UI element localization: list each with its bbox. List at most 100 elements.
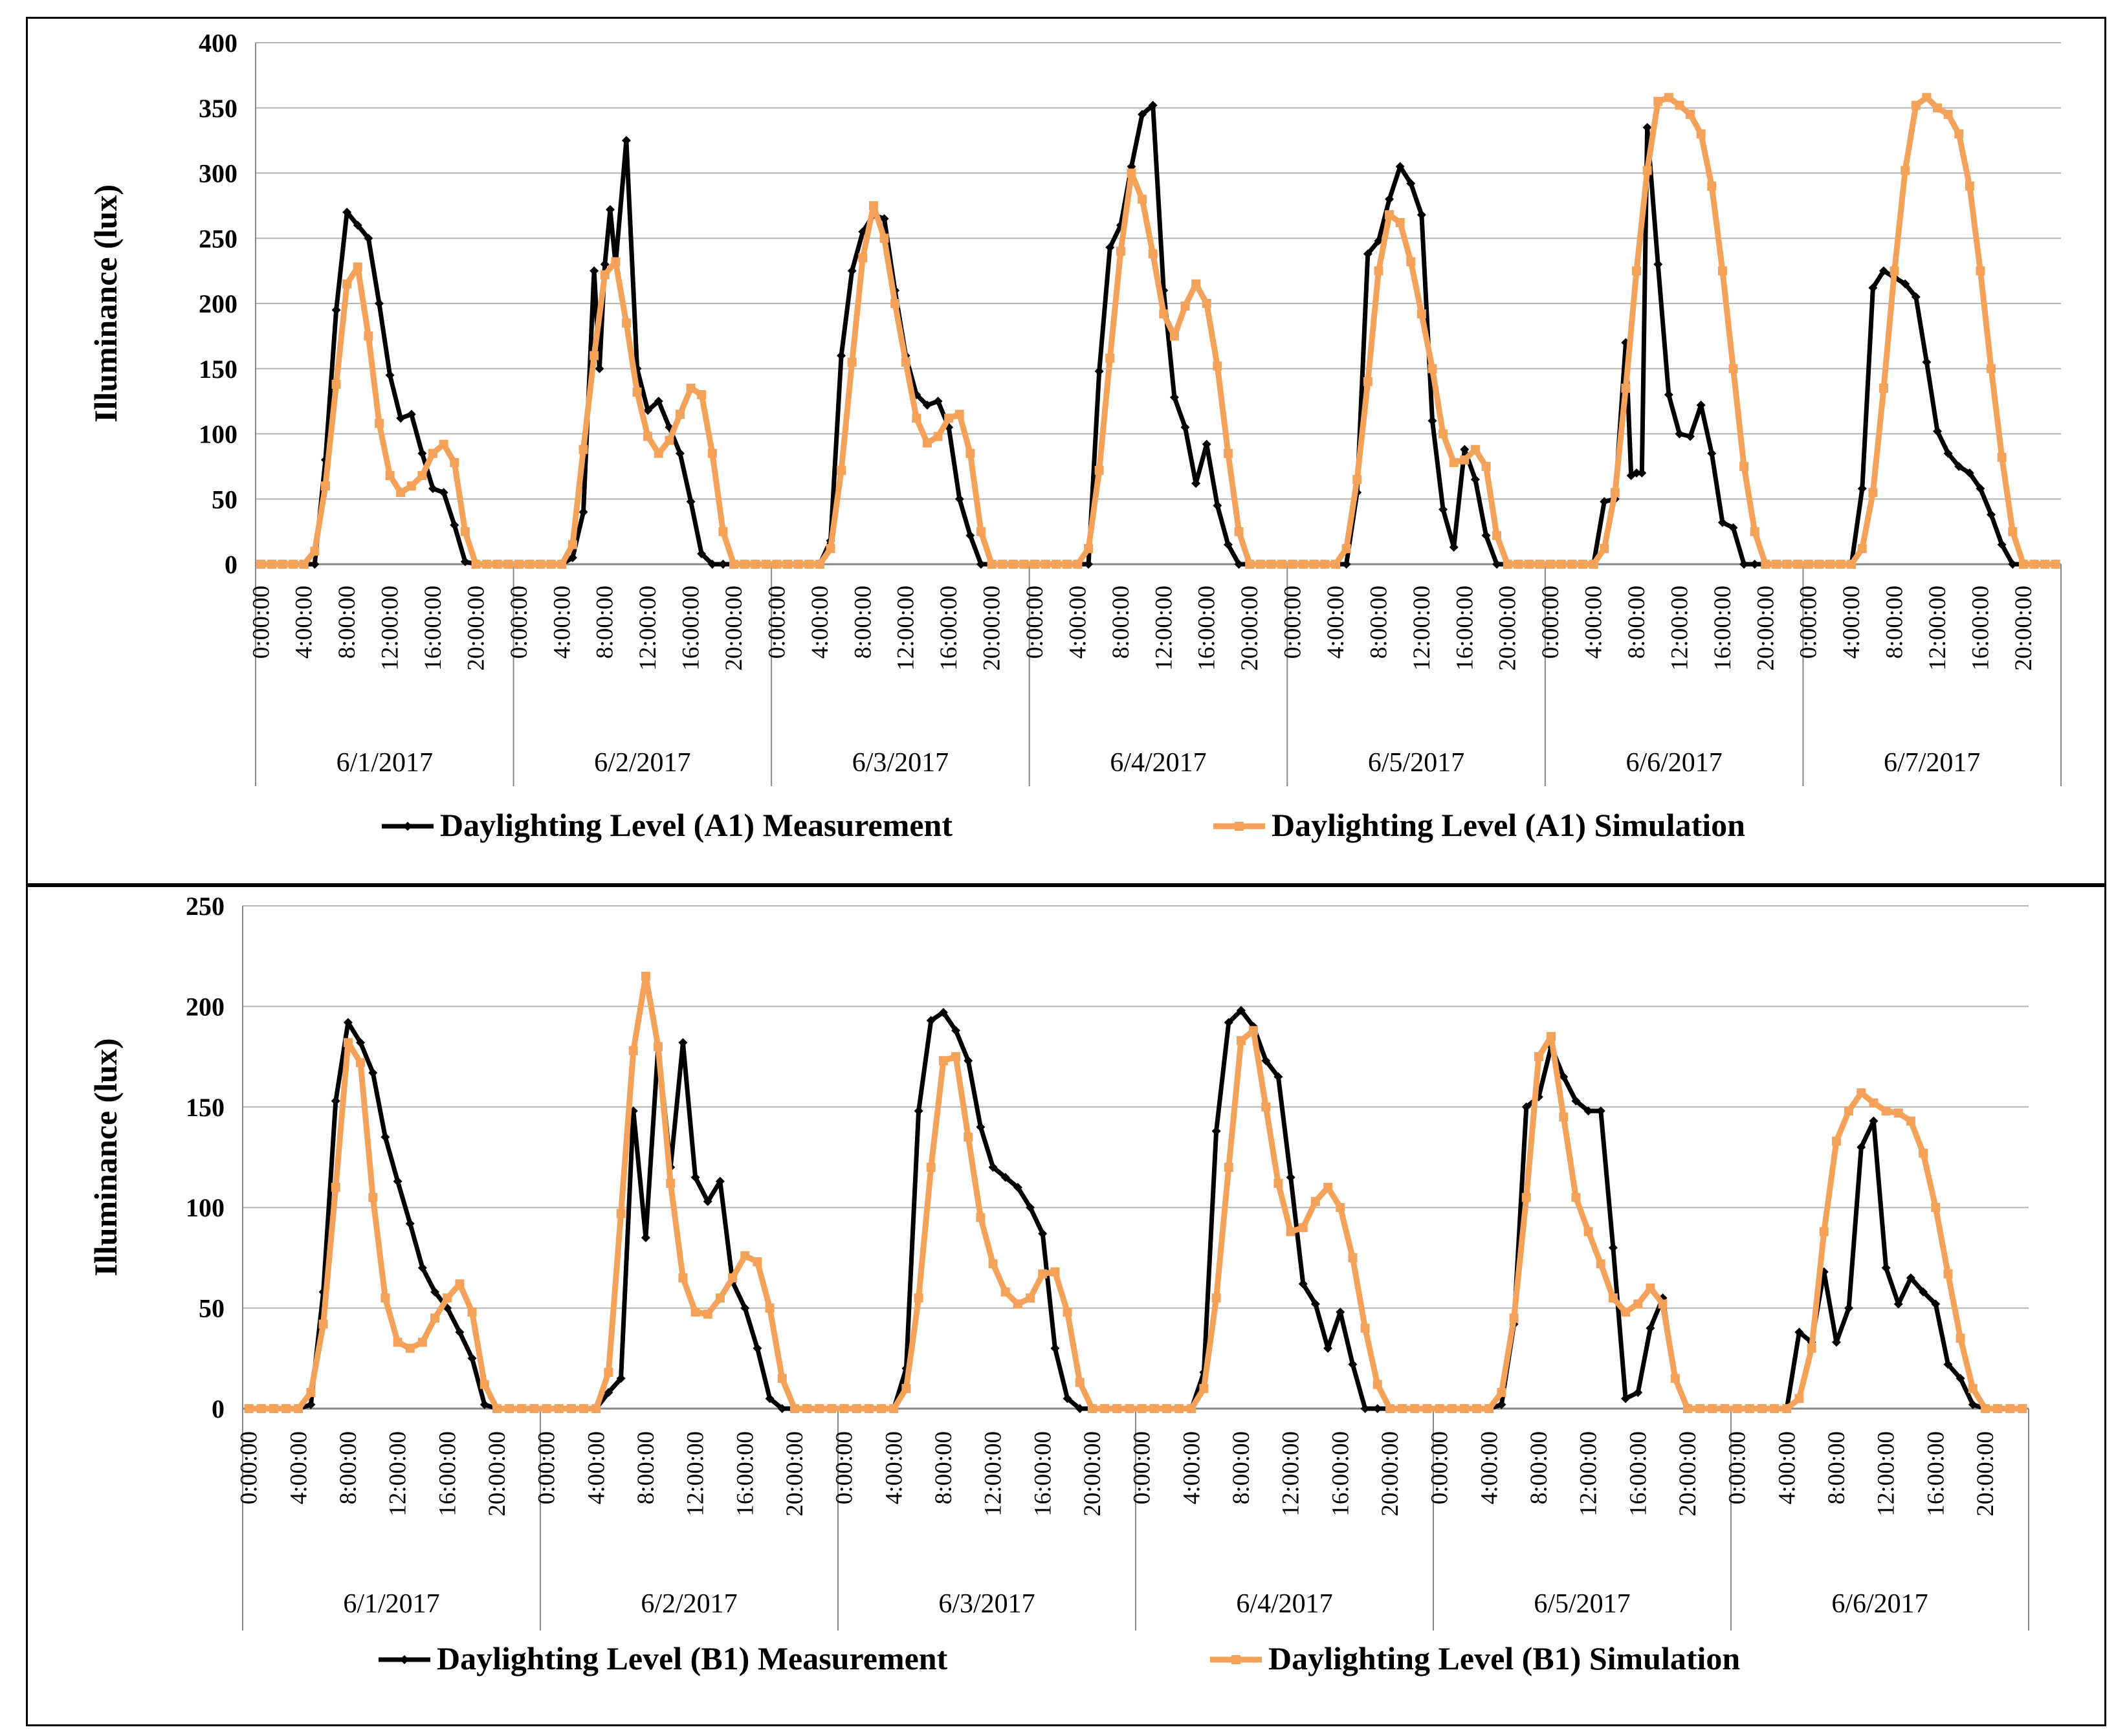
- b1-y-tick-label: 150: [186, 1093, 225, 1122]
- a1-data-point: [1696, 129, 1706, 139]
- b1-x-tick-label: 20:00:00: [782, 1431, 808, 1517]
- b1-data-point: [964, 1056, 973, 1066]
- b1-data-point: [616, 1209, 626, 1218]
- b1-x-tick-label: 0:00:00: [1427, 1431, 1453, 1504]
- a1-date-label: 6/1/2017: [336, 748, 433, 778]
- a1-data-point: [1395, 162, 1405, 171]
- b1-data-point: [1000, 1287, 1010, 1297]
- b1-data-point: [1038, 1229, 1048, 1238]
- b1-data-point: [678, 1038, 688, 1048]
- a1-data-point: [1460, 445, 1470, 454]
- b1-data-point: [604, 1388, 613, 1398]
- a1-data-point: [331, 305, 341, 315]
- b1-data-point: [1720, 1404, 1730, 1413]
- a1-series-line: [261, 103, 2056, 567]
- b1-x-tick-label: 12:00:00: [1278, 1431, 1305, 1517]
- a1-data-point: [1997, 540, 2007, 549]
- a1-x-tick-label: 4:00:00: [549, 586, 575, 659]
- a1-y-tick-label: 350: [199, 94, 237, 123]
- b1-y-tick-label: 200: [186, 992, 225, 1021]
- b1-data-point: [1187, 1404, 1196, 1413]
- a1-data-point: [1094, 366, 1104, 376]
- b1-data-point: [938, 1007, 948, 1017]
- b1-data-point: [1583, 1227, 1593, 1236]
- b1-date-label: 6/2/2017: [641, 1589, 737, 1619]
- a1-data-point: [621, 318, 631, 328]
- a1-data-point: [1503, 560, 1512, 569]
- b1-data-point: [1881, 1106, 1891, 1116]
- b1-data-point: [666, 1178, 676, 1188]
- a1-data-point: [1202, 439, 1211, 449]
- a1-data-point: [944, 413, 954, 423]
- b1-data-point: [926, 1016, 936, 1026]
- b1-data-point: [777, 1404, 787, 1413]
- a1-data-point: [1965, 468, 1974, 478]
- b1-data-point: [343, 1018, 353, 1027]
- b1-x-tick-label: 0:00:00: [832, 1431, 858, 1504]
- a1-data-point: [1213, 361, 1222, 371]
- a1-data-point: [590, 266, 599, 276]
- b1-x-tick-label: 4:00:00: [285, 1431, 312, 1504]
- a1-data-point: [879, 214, 889, 224]
- a1-data-point: [460, 527, 470, 536]
- b1-data-point: [678, 1273, 688, 1282]
- b1-data-point: [1075, 1378, 1085, 1387]
- a1-data-point: [1696, 401, 1706, 410]
- a1-data-point: [1890, 266, 1899, 276]
- b1-data-point: [1323, 1183, 1333, 1192]
- a1-data-point: [1062, 560, 1072, 569]
- a1-data-point: [1782, 560, 1792, 569]
- b1-data-point: [1000, 1172, 1010, 1182]
- b1-data-point: [1956, 1334, 1965, 1343]
- a1-data-point: [976, 527, 986, 536]
- a1-data-point: [1234, 560, 1244, 569]
- a1-data-point: [1803, 560, 1813, 569]
- b1-data-point: [1509, 1313, 1519, 1323]
- a1-x-tick-label: 0:00:00: [764, 586, 790, 659]
- a1-data-point: [320, 481, 330, 491]
- b1-x-tick-label: 16:00:00: [1030, 1431, 1056, 1517]
- b1-data-point: [1261, 1102, 1271, 1112]
- a1-data-point: [1416, 210, 1426, 219]
- a1-data-point: [965, 531, 975, 540]
- a1-data-point: [482, 560, 492, 569]
- b1-data-point: [1149, 1404, 1159, 1413]
- b1-data-point: [591, 1404, 601, 1413]
- a1-data-point: [1987, 510, 1996, 520]
- b1-data-point: [1968, 1400, 1978, 1409]
- b1-data-point: [1931, 1299, 1941, 1309]
- a1-data-point: [1901, 279, 1910, 289]
- b1-data-point: [281, 1404, 291, 1413]
- b1-data-point: [1013, 1183, 1022, 1192]
- a1-x-tick-label: 8:00:00: [1108, 586, 1134, 659]
- a1-data-point: [342, 207, 352, 217]
- b1-data-point: [690, 1172, 700, 1182]
- b1-data-point: [1571, 1096, 1581, 1106]
- a1-data-point: [396, 488, 406, 498]
- a1-data-point: [606, 204, 615, 214]
- b1-data-point: [455, 1327, 465, 1337]
- b1-data-point: [1410, 1404, 1420, 1413]
- b1-data-point: [951, 1052, 961, 1062]
- a1-x-tick-label: 8:00:00: [1624, 586, 1650, 659]
- a1-y-tick-label: 50: [212, 485, 237, 514]
- b1-data-point: [1199, 1383, 1209, 1393]
- b1-data-point: [827, 1404, 837, 1413]
- a1-data-point: [1546, 560, 1556, 569]
- a1-data-point: [1664, 93, 1673, 102]
- a1-data-point: [1686, 432, 1695, 441]
- a1-x-tick-label: 4:00:00: [1581, 586, 1607, 659]
- a1-data-point: [1481, 461, 1491, 471]
- b1-data-point: [1919, 1148, 1928, 1158]
- b1-data-point: [1869, 1098, 1879, 1108]
- b1-data-point: [368, 1068, 378, 1077]
- b1-x-tick-label: 8:00:00: [1526, 1431, 1552, 1504]
- b1-data-point: [343, 1038, 353, 1048]
- b1-data-point: [1732, 1404, 1742, 1413]
- b1-legend-label: Daylighting Level (B1) Measurement: [437, 1640, 948, 1676]
- a1-data-point: [1642, 122, 1652, 132]
- b1-data-point: [1906, 1273, 1915, 1282]
- a1-data-point: [1138, 194, 1147, 204]
- a1-data-point: [568, 553, 577, 562]
- a1-data-point: [1385, 210, 1394, 219]
